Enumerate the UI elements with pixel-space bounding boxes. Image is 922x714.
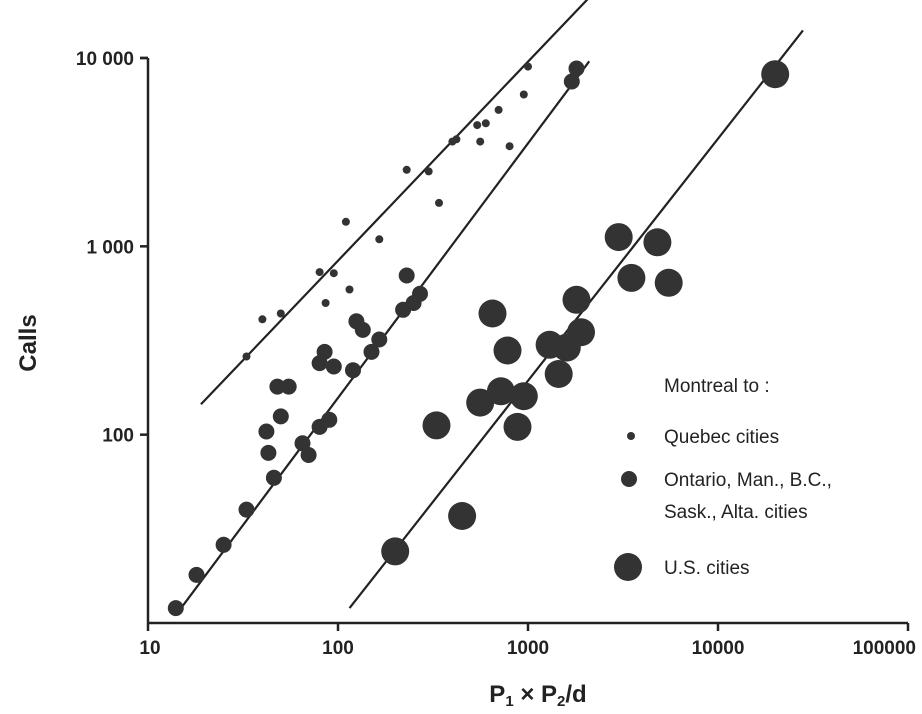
data-point-series-1	[265, 469, 282, 486]
data-point-series-1	[325, 358, 342, 375]
legend-title: Montreal to :	[664, 376, 770, 397]
x-tick-label: 100000	[853, 638, 916, 659]
data-point-series-1	[371, 331, 388, 348]
data-point-series-1	[300, 447, 317, 463]
data-point-series-0	[345, 285, 354, 294]
data-point-series-0	[452, 135, 461, 144]
data-point-series-1	[280, 378, 297, 395]
data-point-series-0	[258, 315, 267, 324]
fit-line-series-0	[200, 0, 589, 406]
x-tick-label: 10	[139, 638, 160, 659]
legend-label-us: U.S. cities	[664, 558, 750, 579]
data-point-series-1	[412, 285, 428, 302]
data-point-series-1	[563, 73, 580, 90]
legend-label-canada-1: Ontario, Man., B.C.,	[664, 470, 832, 491]
data-point-series-0	[242, 352, 251, 361]
data-point-series-2	[567, 318, 595, 347]
data-point-series-2	[617, 263, 646, 292]
data-point-series-0	[329, 269, 338, 278]
x-axis-title-part: /d	[565, 681, 586, 708]
data-point-series-2	[761, 60, 790, 89]
data-point-series-1	[568, 60, 585, 77]
data-point-series-1	[238, 501, 255, 518]
data-point-series-0	[494, 105, 503, 114]
data-point-series-1	[260, 444, 277, 461]
legend-label-canada-2: Sask., Alta. cities	[664, 502, 808, 523]
data-point-series-0	[524, 62, 532, 71]
data-point-series-0	[375, 235, 384, 244]
y-tick-label: 10 000	[76, 49, 134, 70]
axes: 100 1 000 10 000 10 100 1000 10000 100000	[76, 49, 916, 659]
data-point-series-2	[604, 223, 633, 252]
data-point-series-2	[544, 360, 573, 388]
data-point-series-0	[473, 121, 482, 130]
data-point-series-0	[519, 90, 528, 99]
data-point-series-0	[402, 165, 411, 174]
data-point-series-2	[448, 502, 477, 530]
data-point-series-0	[276, 309, 285, 318]
legend-label-quebec: Quebec cities	[664, 427, 779, 448]
data-point-series-2	[478, 299, 507, 328]
data-point-series-2	[503, 412, 532, 441]
x-tick-label: 100	[322, 638, 354, 659]
data-point-series-2	[643, 228, 672, 257]
legend-marker-canada	[621, 471, 637, 487]
plot-marks	[167, 0, 804, 617]
y-axis-title: Calls	[15, 314, 42, 371]
data-point-series-1	[215, 536, 232, 553]
data-point-series-1	[316, 343, 333, 360]
data-point-series-0	[341, 217, 350, 226]
data-point-series-1	[167, 600, 184, 617]
x-axis-title-sub: 1	[505, 693, 513, 710]
data-point-series-2	[466, 388, 495, 417]
data-point-series-2	[493, 336, 522, 365]
data-point-series-2	[486, 377, 515, 406]
data-point-series-1	[354, 321, 371, 338]
data-point-series-1	[345, 362, 361, 379]
data-point-series-0	[435, 198, 443, 207]
data-point-series-2	[654, 268, 683, 297]
data-point-series-1	[258, 423, 275, 440]
data-point-series-1	[398, 267, 415, 284]
data-point-series-0	[505, 142, 514, 151]
data-point-series-1	[269, 378, 286, 395]
data-point-series-1	[321, 411, 338, 428]
legend-marker-quebec	[627, 432, 635, 440]
data-point-series-0	[424, 167, 433, 176]
x-tick-label: 1000	[507, 638, 549, 659]
x-axis-title-part: P	[489, 681, 505, 708]
y-tick-label: 100	[102, 426, 134, 447]
x-axis-title-part: × P	[514, 681, 557, 708]
data-point-series-0	[476, 137, 485, 146]
x-axis-title-sub: 2	[557, 693, 565, 710]
data-point-series-2	[381, 537, 410, 566]
x-axis-title: P1 × P2/d	[489, 681, 586, 710]
legend: Montreal to : Quebec cities Ontario, Man…	[614, 376, 832, 581]
legend-marker-us	[614, 553, 642, 581]
data-point-series-2	[509, 382, 538, 411]
x-tick-label: 10000	[692, 638, 745, 659]
data-point-series-1	[363, 343, 380, 360]
data-point-series-2	[562, 285, 591, 314]
data-point-series-1	[272, 408, 289, 425]
data-point-series-0	[481, 119, 490, 128]
data-point-series-0	[315, 268, 324, 277]
data-point-series-1	[188, 566, 205, 583]
data-point-series-2	[422, 411, 451, 440]
y-tick-label: 1 000	[86, 237, 134, 258]
data-point-series-0	[321, 299, 330, 307]
